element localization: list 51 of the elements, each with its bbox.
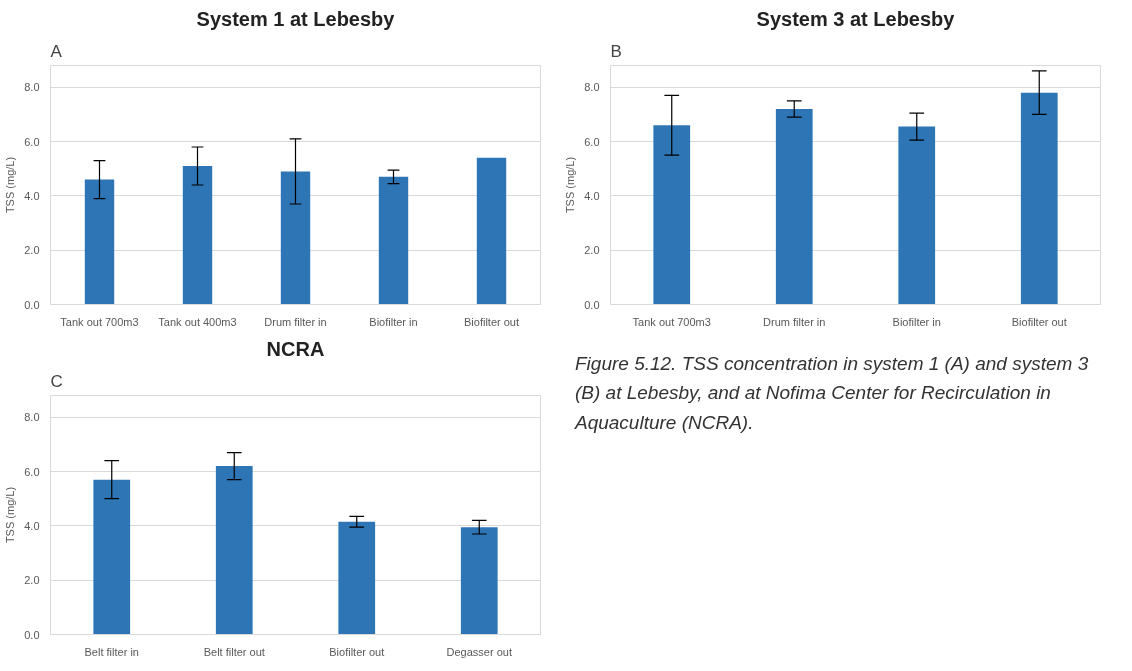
- bar: [338, 521, 376, 635]
- y-axis-title: TSS (mg/L): [4, 156, 17, 214]
- y-tick-label: 8.0: [24, 81, 40, 94]
- text: C: [50, 371, 63, 391]
- bar: [898, 126, 936, 305]
- y-tick-label: 8.0: [24, 411, 40, 424]
- x-tick-label: Tank out 700m3: [632, 315, 711, 328]
- caption: Figure 5.12. TSS concentration in system 1 (A) and system 3 (B) at Lebesby, and at Nofima Center for Recirculation in Aquaculture (NCRA).: [573, 352, 1090, 435]
- bar: [84, 179, 115, 305]
- bar: [182, 165, 213, 305]
- y-axis-title: TSS (mg/L): [4, 486, 17, 544]
- y-tick-label: 2.0: [584, 244, 600, 257]
- x-tick-label: Drum filter in: [264, 315, 327, 328]
- bar: [476, 157, 507, 305]
- y-tick-label: 0.0: [24, 628, 40, 641]
- bar: [215, 466, 253, 635]
- x-tick-label: Tank out 400m3: [158, 315, 237, 328]
- bar: [653, 125, 691, 305]
- y-tick-label: 4.0: [584, 189, 600, 202]
- chart-title: NCRA: [266, 337, 325, 360]
- y-tick-label: 6.0: [24, 135, 40, 148]
- y-tick-label: 2.0: [24, 574, 40, 587]
- text: A: [50, 41, 63, 61]
- x-tick-label: Biofilter out: [1011, 315, 1067, 328]
- y-tick-label: 0.0: [24, 298, 40, 311]
- y-axis-title: TSS (mg/L): [564, 156, 577, 214]
- bar: [93, 479, 131, 635]
- y-tick-label: 0.0: [584, 298, 600, 311]
- bar: [1020, 92, 1058, 305]
- x-tick-label: Drum filter in: [763, 315, 826, 328]
- bar: [378, 176, 409, 305]
- y-tick-label: 2.0: [24, 244, 40, 257]
- x-tick-label: Degasser out: [446, 645, 512, 658]
- chart-title: System 1 at Lebesby: [196, 7, 396, 30]
- text: B: [610, 41, 622, 61]
- bar: [460, 527, 498, 635]
- bar: [280, 171, 311, 305]
- y-tick-label: 4.0: [24, 189, 40, 202]
- x-tick-label: Biofilter out: [463, 315, 520, 328]
- x-tick-label: Belt filter in: [84, 645, 139, 658]
- bar: [775, 108, 813, 305]
- x-tick-label: Biofilter out: [329, 645, 385, 658]
- x-tick-label: Biofilter in: [892, 315, 941, 328]
- x-tick-label: Belt filter out: [203, 645, 265, 658]
- y-tick-label: 8.0: [584, 81, 600, 94]
- y-tick-label: 4.0: [24, 519, 40, 532]
- chart-title: System 3 at Lebesby: [756, 7, 956, 30]
- y-tick-label: 6.0: [24, 465, 40, 478]
- y-tick-label: 6.0: [584, 135, 600, 148]
- x-tick-label: Tank out 700m3: [60, 315, 139, 328]
- x-tick-label: Biofilter in: [369, 315, 418, 328]
